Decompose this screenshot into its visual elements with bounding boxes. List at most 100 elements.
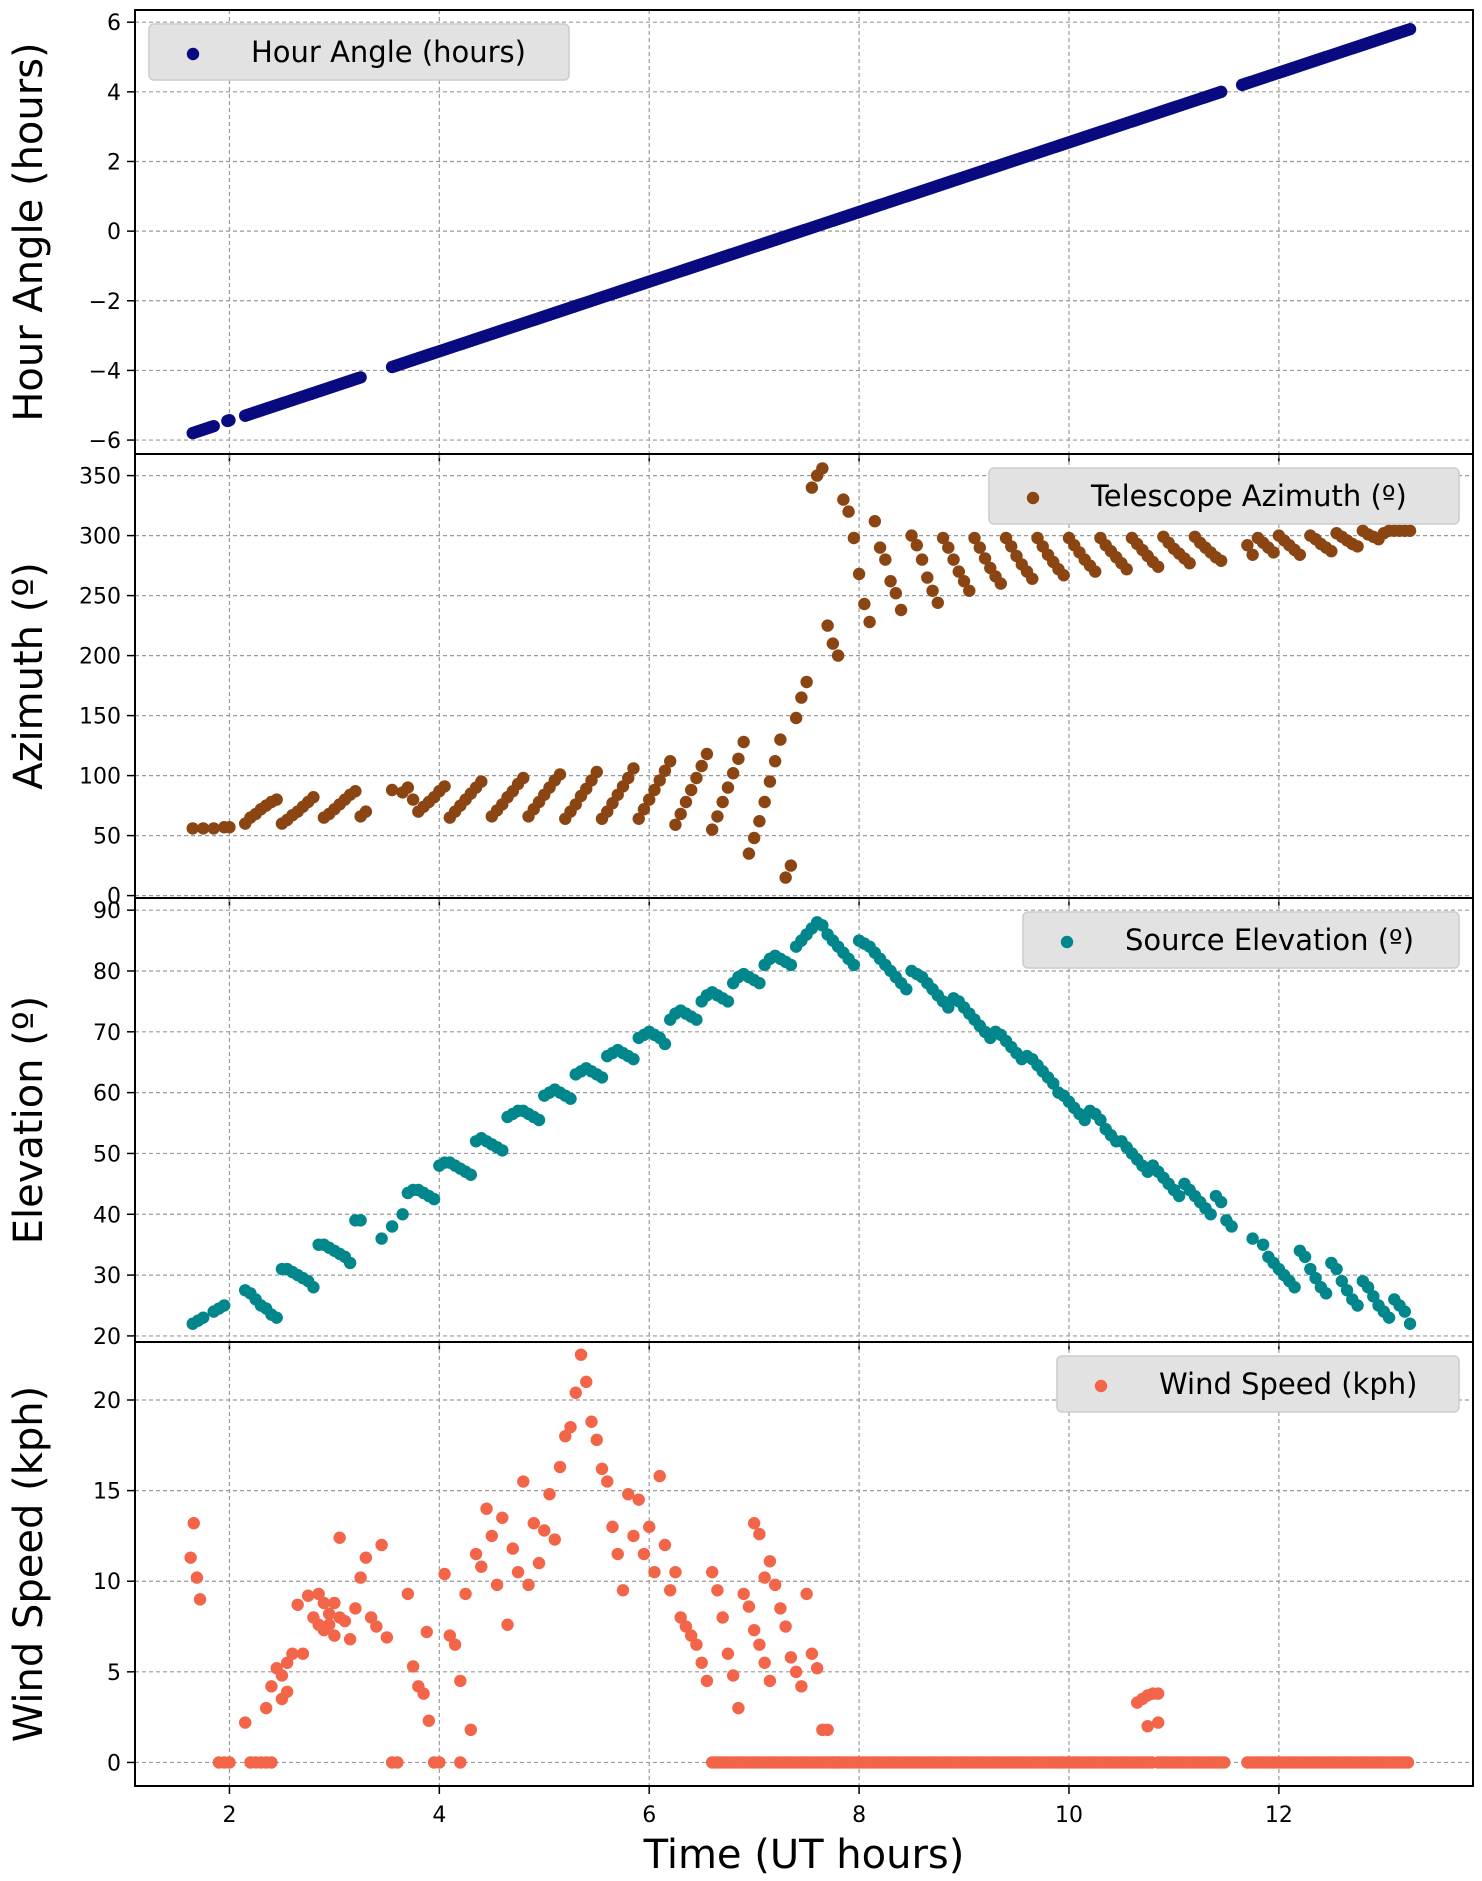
data-point bbox=[193, 1593, 207, 1606]
data-point bbox=[280, 1656, 294, 1669]
data-point bbox=[684, 1629, 698, 1642]
data-point bbox=[517, 771, 530, 785]
data-point bbox=[532, 1556, 546, 1570]
data-point bbox=[223, 1756, 236, 1769]
data-point bbox=[936, 531, 950, 545]
legend-marker bbox=[1026, 491, 1040, 505]
data-point bbox=[396, 1208, 409, 1221]
data-point bbox=[1403, 1317, 1417, 1330]
data-point bbox=[270, 793, 283, 806]
data-point bbox=[590, 765, 603, 779]
data-point bbox=[606, 1520, 619, 1534]
x-tick-label: 10 bbox=[1055, 1803, 1083, 1828]
data-point bbox=[590, 1433, 603, 1447]
data-point bbox=[695, 1656, 708, 1669]
data-point bbox=[784, 1651, 798, 1664]
y-tick-label: 0 bbox=[107, 1751, 121, 1776]
data-point bbox=[406, 1660, 420, 1673]
y-tick-label: 15 bbox=[93, 1480, 121, 1505]
data-point bbox=[490, 1578, 504, 1592]
data-point bbox=[847, 958, 861, 972]
data-point bbox=[218, 1299, 231, 1312]
data-point bbox=[726, 1669, 740, 1682]
data-point bbox=[296, 1647, 310, 1660]
y-tick-label: 10 bbox=[93, 1570, 121, 1595]
data-point bbox=[931, 596, 944, 609]
data-point bbox=[532, 1113, 546, 1127]
panel-1: −6 −4 −2 0 2 4 6 Hour Angle (hours) Hour Angle (… bbox=[6, 9, 1474, 462]
data-point bbox=[779, 1620, 792, 1633]
data-point bbox=[716, 795, 729, 809]
data-point bbox=[1325, 545, 1338, 558]
data-point bbox=[343, 1633, 357, 1646]
data-point bbox=[464, 1723, 478, 1737]
data-point bbox=[275, 1669, 289, 1682]
data-point bbox=[527, 1517, 540, 1530]
data-point bbox=[580, 1375, 593, 1389]
data-point bbox=[737, 735, 750, 749]
data-point bbox=[942, 1001, 955, 1014]
data-point bbox=[354, 1571, 367, 1584]
data-point bbox=[742, 1600, 756, 1613]
data-point bbox=[1288, 1281, 1301, 1294]
data-point bbox=[658, 1037, 672, 1051]
data-point bbox=[328, 1596, 341, 1610]
data-point bbox=[1351, 1299, 1364, 1312]
data-point bbox=[375, 1538, 388, 1552]
series-3 bbox=[186, 916, 1417, 1330]
data-point bbox=[1361, 1281, 1375, 1294]
data-point bbox=[349, 1602, 362, 1615]
data-point bbox=[732, 1701, 745, 1715]
data-point bbox=[643, 793, 656, 806]
data-point bbox=[207, 822, 220, 835]
data-point bbox=[223, 821, 236, 834]
data-point bbox=[821, 619, 834, 632]
data-point bbox=[585, 1415, 598, 1428]
data-point bbox=[774, 733, 787, 746]
data-point bbox=[742, 847, 756, 860]
data-point bbox=[858, 597, 871, 611]
data-point bbox=[805, 1647, 819, 1660]
data-point bbox=[821, 1723, 834, 1737]
data-point bbox=[1241, 539, 1254, 552]
data-point bbox=[747, 831, 761, 845]
data-point bbox=[1398, 1305, 1411, 1318]
data-point bbox=[1204, 1208, 1217, 1221]
data-point bbox=[674, 1611, 687, 1624]
data-point bbox=[223, 414, 236, 427]
data-point bbox=[768, 755, 782, 768]
data-point bbox=[873, 541, 887, 554]
data-point bbox=[753, 1527, 766, 1541]
data-point bbox=[1267, 546, 1280, 559]
data-point bbox=[674, 807, 687, 821]
data-point bbox=[632, 812, 645, 825]
data-point bbox=[391, 1756, 404, 1769]
data-point bbox=[900, 983, 913, 996]
data-point bbox=[915, 553, 929, 566]
data-point bbox=[448, 1638, 462, 1651]
data-point bbox=[1246, 1232, 1259, 1245]
series-4 bbox=[184, 1348, 1415, 1769]
data-point bbox=[1214, 1195, 1228, 1209]
data-point bbox=[475, 775, 488, 788]
data-point bbox=[894, 603, 908, 617]
legend: Source Elevation (º) bbox=[1022, 911, 1460, 969]
data-point bbox=[705, 823, 719, 836]
data-point bbox=[789, 1665, 803, 1679]
data-point bbox=[637, 803, 651, 816]
data-point bbox=[543, 1488, 556, 1501]
data-point bbox=[852, 567, 866, 581]
panel-4: 0 5 10 15 20 Wind Speed (kph) Wind Speed (kph) bbox=[6, 1341, 1474, 1794]
series-1 bbox=[186, 22, 1417, 440]
y-tick-label: 40 bbox=[93, 1203, 121, 1228]
data-point bbox=[627, 1052, 640, 1066]
data-point bbox=[1382, 1311, 1396, 1324]
data-point bbox=[700, 1674, 714, 1688]
data-point bbox=[1151, 1716, 1165, 1729]
data-point bbox=[978, 552, 992, 565]
data-point bbox=[1293, 548, 1307, 561]
data-point bbox=[417, 1687, 430, 1700]
y-tick-label: 200 bbox=[79, 645, 121, 670]
data-point bbox=[763, 1555, 777, 1568]
data-point bbox=[763, 1674, 777, 1688]
